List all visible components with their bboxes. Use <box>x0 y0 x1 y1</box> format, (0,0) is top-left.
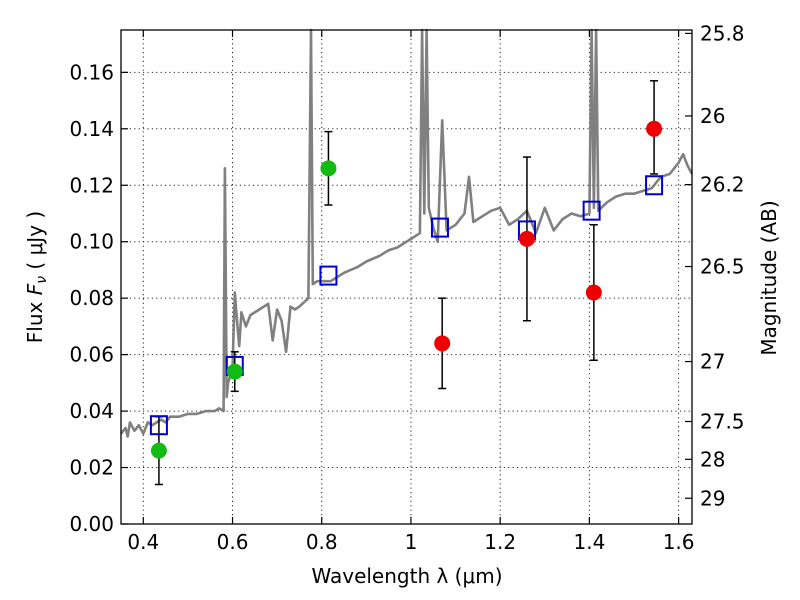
y-axis-label: Flux Fν ( μJy ) <box>23 211 50 343</box>
right-tick-label: 26.2 <box>700 173 745 197</box>
y-axis-label-prefix: Flux <box>23 295 47 343</box>
right-tick-label: 27.5 <box>700 410 745 434</box>
y-tick-label: 0.02 <box>69 456 114 480</box>
red-point <box>585 284 602 301</box>
model-point <box>319 265 338 286</box>
x-tick-label: 1.4 <box>573 530 605 554</box>
red-point <box>646 120 663 137</box>
right-tick-label: 29 <box>700 486 725 510</box>
right-axis-label: Magnitude (AB) <box>757 200 781 355</box>
model-point <box>430 217 449 238</box>
x-tick-label: 0.4 <box>127 530 159 554</box>
ticks-layer <box>121 30 692 525</box>
green-point <box>150 442 167 459</box>
y-tick-label: 0.16 <box>69 60 114 84</box>
right-tick-label: 26 <box>700 104 725 128</box>
x-tick-label: 0.6 <box>217 530 249 554</box>
y-tick-label: 0.00 <box>69 512 114 536</box>
y-tick-label: 0.06 <box>69 343 114 367</box>
green-point <box>320 160 337 177</box>
y-tick-label: 0.12 <box>69 173 114 197</box>
model-point <box>645 175 664 196</box>
y-tick-labels: 0.00 0.02 0.04 0.06 0.08 0.10 0.12 0.14 0.16 <box>69 60 114 536</box>
x-tick-label: 0.8 <box>306 530 338 554</box>
model-point <box>149 415 168 436</box>
right-tick-label: 27 <box>700 350 725 374</box>
x-axis-label: Wavelength λ (μm) <box>311 564 502 588</box>
green-point <box>226 363 243 380</box>
y-axis-label-units: ( μJy ) <box>23 211 47 276</box>
right-tick-labels: 25.8 26 26.2 26.5 27 27.5 28 29 <box>700 21 745 510</box>
spectrum-layer <box>119 28 694 438</box>
observed-points-layer <box>150 120 663 459</box>
grid-lines <box>121 30 692 524</box>
y-tick-label: 0.14 <box>69 117 114 141</box>
x-tick-label: 1.6 <box>663 530 695 554</box>
y-axis-label-symbol: F <box>23 283 47 295</box>
x-tick-label: 1.2 <box>484 530 516 554</box>
model-point <box>582 200 601 221</box>
red-point <box>518 230 535 247</box>
red-point <box>434 335 451 352</box>
errorbar-layer <box>154 80 659 486</box>
right-tick-label: 28 <box>700 447 725 471</box>
y-tick-label: 0.10 <box>69 230 114 254</box>
y-tick-label: 0.08 <box>69 286 114 310</box>
right-tick-label: 26.5 <box>700 255 745 279</box>
spectrum-line <box>119 28 694 438</box>
y-axis-label-subscript: ν <box>34 276 50 284</box>
right-tick-label: 25.8 <box>700 21 745 45</box>
x-tick-label: 1 <box>405 530 418 554</box>
plot-frame <box>120 29 693 525</box>
y-tick-label: 0.04 <box>69 399 114 423</box>
x-tick-labels: 0.4 0.6 0.8 1 1.2 1.4 1.6 <box>127 530 694 554</box>
